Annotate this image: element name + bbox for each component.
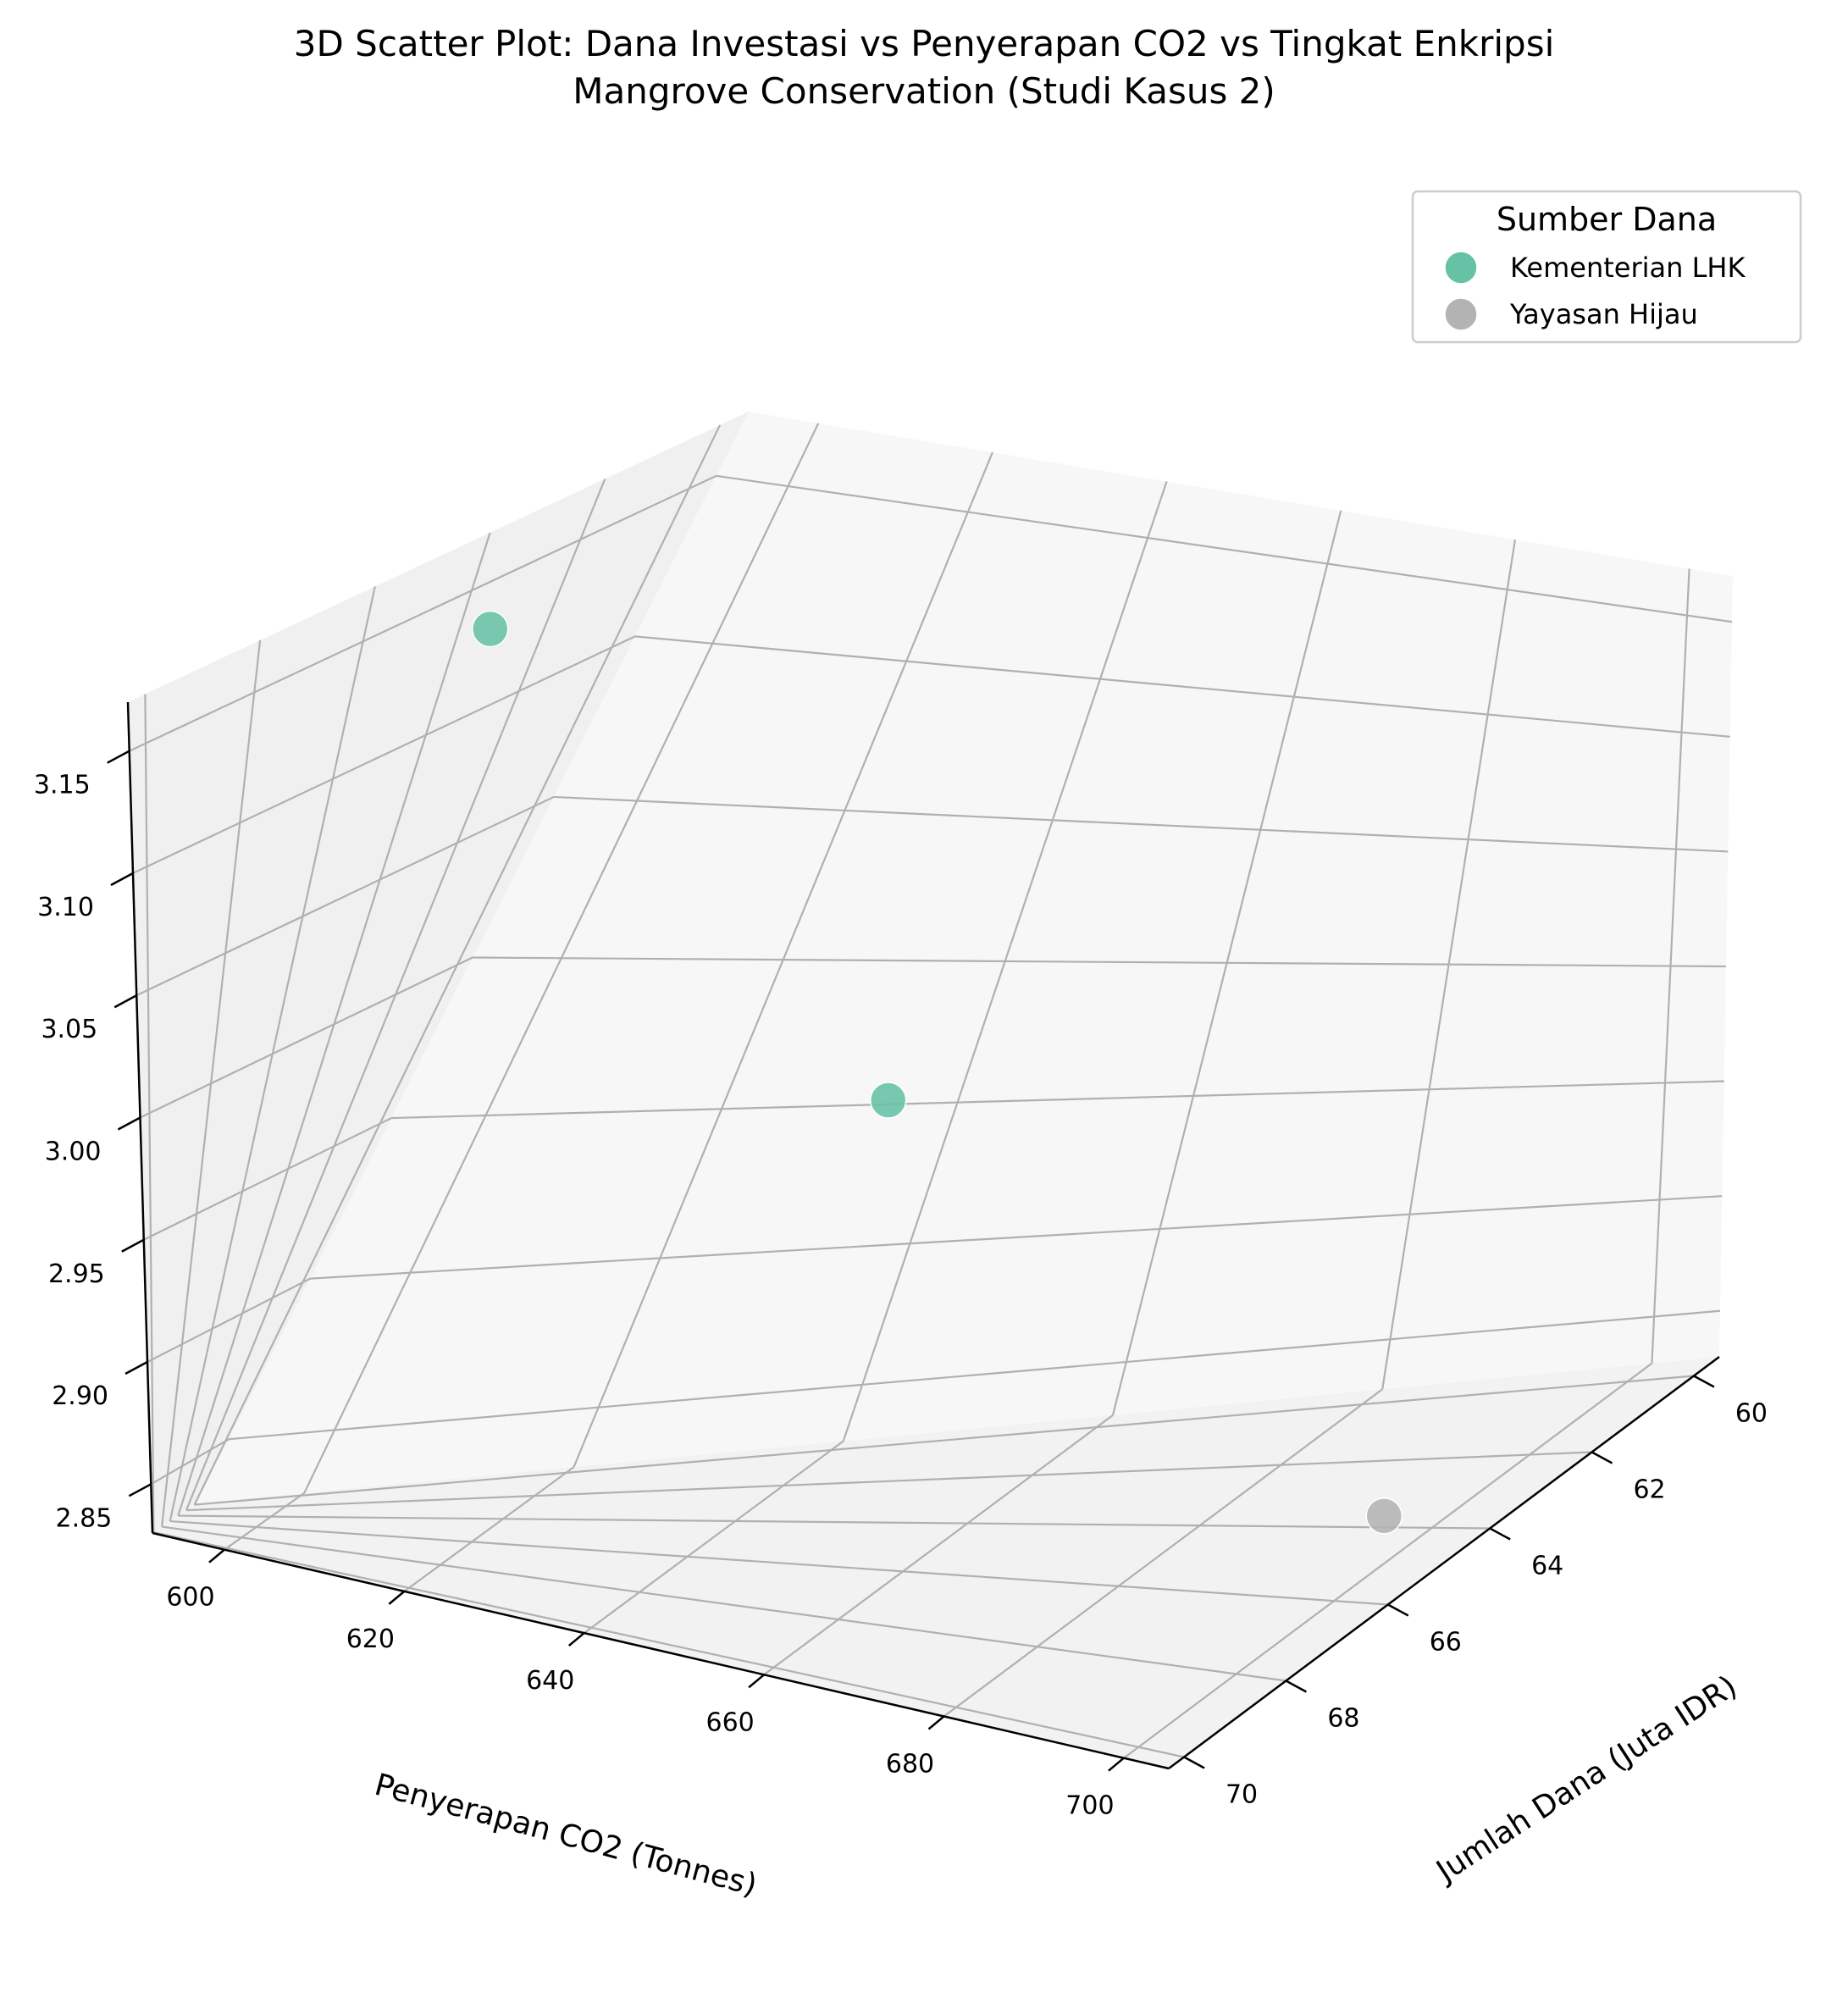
y-tick-label: 64 [1531, 1552, 1563, 1581]
back-pane [196, 412, 1733, 1503]
grid-line-y-floor [169, 1519, 1388, 1606]
grid-line-x-floor [584, 1440, 844, 1634]
z-tick-mark [107, 750, 130, 764]
x-axis-line [152, 1531, 1170, 1770]
grid-line-z-left [129, 474, 717, 752]
grid-line-z-back [472, 956, 1727, 968]
x-tick-mark [1108, 1757, 1125, 1772]
grid-line-y-floor [153, 1530, 1185, 1758]
y-tick-mark [1591, 1451, 1613, 1464]
y-tick-label: 68 [1327, 1704, 1359, 1734]
x-tick-label: 680 [886, 1749, 934, 1779]
grid-line-z-back [553, 795, 1729, 853]
z-tick-label: 3.00 [45, 1137, 102, 1167]
point-kementerian-lhk [472, 610, 509, 648]
grid-line-x-floor [943, 1388, 1383, 1718]
chart-title: 3D Scatter Plot: Dana Investasi vs Penye… [294, 23, 1555, 64]
grid-line-z-back [391, 1080, 1724, 1120]
legend-marker-yayasan-hijau [1444, 297, 1478, 331]
legend-label-yayasan-hijau: Yayasan Hijau [1509, 298, 1698, 330]
floor-pane [152, 1357, 1719, 1768]
y-tick-mark [1387, 1603, 1409, 1617]
point-kementerian-lhk [870, 1082, 907, 1119]
grid-line-z-left [143, 1117, 392, 1241]
point-yayasan-hijau [1365, 1497, 1403, 1535]
legend-frame [1411, 190, 1802, 344]
y-tick-mark [1285, 1680, 1308, 1693]
left-pane [128, 412, 749, 1533]
tick-marks: 600 620 640 660 680 700 60 62 64 66 68 70 2.85 2.90 2.… [34, 750, 1768, 1821]
z-tick-label: 3.05 [41, 1015, 97, 1044]
y-tick-mark [1693, 1375, 1715, 1388]
grid-line-x-floor [1123, 1362, 1653, 1759]
z-tick-mark [110, 872, 134, 887]
y-tick-mark [1489, 1527, 1511, 1541]
y-tick-label: 60 [1735, 1399, 1768, 1429]
grid-line-z-back [716, 474, 1733, 623]
grid-line-y-floor [185, 1451, 1592, 1512]
x-tick-label: 620 [346, 1624, 395, 1654]
legend: Sumber Dana Kementerian LHK Yayasan Hija… [1411, 190, 1802, 344]
axis-panes [128, 412, 1733, 1768]
legend-marker-kementerian-lhk [1444, 251, 1478, 285]
y-tick-mark [1183, 1756, 1205, 1769]
z-tick-mark [128, 1483, 152, 1497]
grid-line-z-back [229, 1309, 1721, 1441]
legend-title: Sumber Dana [1497, 201, 1717, 238]
z-tick-label: 3.15 [34, 771, 91, 800]
grid-line-z-left [147, 1277, 311, 1364]
x-tick-label: 640 [526, 1666, 574, 1696]
z-tick-mark [117, 1116, 141, 1131]
x-tick-mark [388, 1590, 406, 1605]
y-tick-label: 66 [1430, 1628, 1462, 1658]
y-axis-line [1168, 1355, 1720, 1770]
grid-line-y-floor [194, 1375, 1695, 1506]
y-tick-label: 62 [1633, 1475, 1665, 1505]
grid-line-z-left [150, 1438, 230, 1486]
z-tick-mark [124, 1360, 148, 1375]
grid-line-z-back [310, 1195, 1723, 1280]
z-tick-mark [113, 994, 137, 1009]
x-tick-mark [927, 1715, 945, 1730]
y-tick-label: 70 [1226, 1780, 1258, 1810]
z-tick-label: 2.90 [52, 1381, 108, 1411]
x-tick-label: 660 [705, 1707, 754, 1737]
grid-line-z-left [136, 795, 555, 997]
grid-line-z-left [132, 635, 636, 874]
grid-line-z-left [140, 956, 473, 1119]
x-tick-mark [748, 1674, 765, 1689]
legend-label-kementerian-lhk: Kementerian LHK [1510, 252, 1746, 284]
grid-line-z-back [634, 635, 1730, 738]
z-tick-label: 3.10 [37, 893, 94, 922]
x-tick-mark [208, 1548, 225, 1564]
x-tick-mark [567, 1632, 585, 1647]
grid-line-x-floor [403, 1466, 575, 1592]
grid-line-y-floor [161, 1525, 1286, 1682]
chart-subtitle: Mangrove Conservation (Studi Kasus 2) [573, 70, 1275, 112]
grid-line-x-floor [224, 1492, 305, 1551]
x-tick-label: 700 [1065, 1791, 1114, 1821]
grid-lines [129, 423, 1733, 1759]
z-tick-label: 2.85 [55, 1503, 112, 1533]
data-points [472, 610, 1403, 1535]
z-tick-mark [121, 1238, 145, 1253]
z-tick-label: 2.95 [48, 1259, 105, 1289]
grid-line-x-floor [763, 1414, 1114, 1676]
grid-line-y-floor [178, 1514, 1491, 1530]
x-tick-label: 600 [166, 1583, 214, 1613]
